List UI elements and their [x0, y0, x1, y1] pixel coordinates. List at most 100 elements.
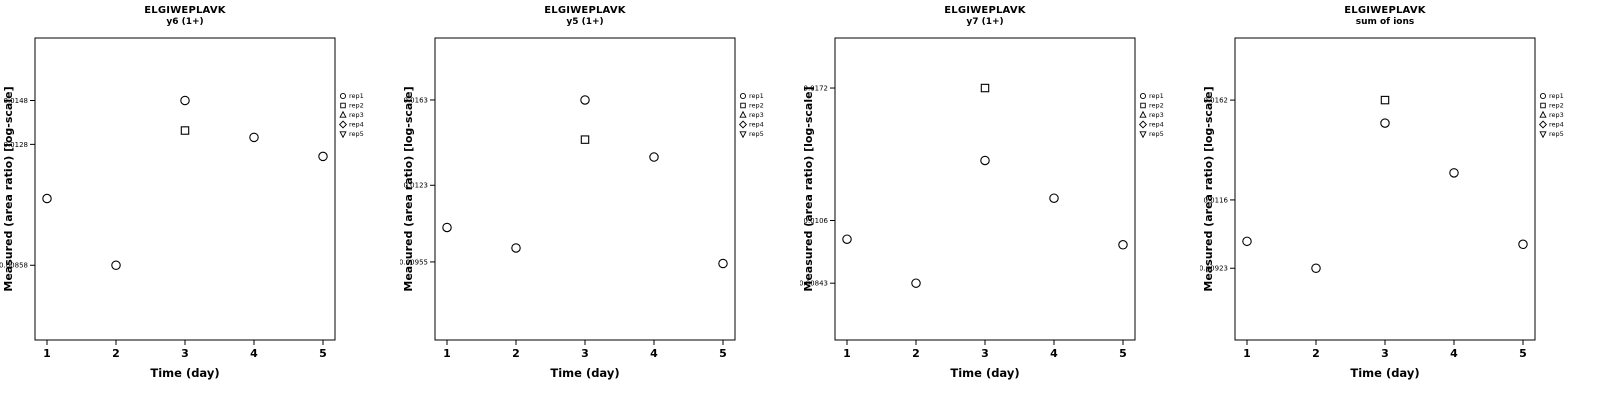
- data-point-rep2: [980, 83, 990, 93]
- legend-symbol-rep2: [340, 102, 346, 109]
- data-point-rep1: [511, 243, 521, 253]
- data-point-rep1: [249, 132, 259, 143]
- x-tick-label: 2: [512, 347, 520, 360]
- data-point-rep1: [180, 95, 190, 106]
- x-axis-label: Time (day): [150, 366, 220, 380]
- legend-label: rep4: [1149, 121, 1164, 129]
- plot-box: [1234, 37, 1536, 341]
- legend-symbol-rep4: [1538, 120, 1548, 129]
- legend-symbol-rep1: [1539, 92, 1547, 100]
- y-axis: 0.00955 0.0123 0.0163: [400, 96, 435, 266]
- y-tick-label: 0.0148: [4, 97, 29, 105]
- x-tick-label: 1: [43, 347, 51, 360]
- panel-title: ELGIWEPLAVK: [144, 5, 226, 16]
- legend-label: rep3: [1149, 111, 1164, 119]
- data-point-rep1: [1380, 118, 1390, 128]
- x-tick-label: 4: [650, 347, 658, 360]
- x-tick-label: 3: [1381, 347, 1389, 360]
- x-tick-label: 5: [1119, 347, 1127, 360]
- data-point-rep1: [911, 278, 921, 288]
- x-tick-label: 2: [912, 347, 920, 360]
- panel-title: ELGIWEPLAVK: [544, 5, 626, 16]
- y-tick-label: 0.0128: [4, 141, 29, 149]
- legend-label: rep5: [749, 130, 764, 138]
- data-point-rep1: [1049, 193, 1059, 203]
- plot-box: [434, 37, 736, 341]
- data-point-rep2: [180, 126, 190, 135]
- panel-y5: ELGIWEPLAVK y5 (1+) Measured (area ratio…: [400, 0, 800, 400]
- series-rep2: [180, 126, 190, 135]
- data-point-rep1: [1449, 168, 1459, 178]
- x-tick-label: 4: [1050, 347, 1058, 360]
- y-tick-label: 0.00923: [1200, 265, 1228, 273]
- plot-box: [34, 37, 336, 341]
- x-tick-label: 4: [1450, 347, 1458, 360]
- y-tick-label: 0.0172: [804, 84, 829, 92]
- legend-label: rep5: [1149, 130, 1164, 138]
- legend-symbol-rep1: [739, 92, 747, 100]
- data-point-rep1: [1518, 239, 1528, 250]
- legend-symbol-rep5: [1539, 131, 1547, 139]
- x-axis: 1 2 3 4 5: [443, 340, 727, 360]
- data-point-rep1: [111, 260, 121, 271]
- legend-symbol-rep3: [339, 110, 347, 118]
- legend-symbol-rep2: [1140, 102, 1146, 109]
- panel-subtitle: sum of ions: [1355, 17, 1415, 27]
- y-tick-label: 0.00858: [0, 262, 28, 270]
- legend-symbol-rep5: [1139, 131, 1147, 139]
- series-rep2: [580, 135, 590, 144]
- legend-label: rep1: [1549, 92, 1564, 100]
- x-tick-label: 3: [981, 347, 989, 360]
- data-point-rep1: [980, 155, 990, 166]
- data-point-rep1: [842, 234, 852, 244]
- data-point-rep1: [442, 222, 452, 233]
- legend-label: rep3: [1549, 111, 1564, 119]
- panel-y7: ELGIWEPLAVK y7 (1+) Measured (area ratio…: [800, 0, 1200, 400]
- legend-symbol-rep3: [1139, 110, 1147, 118]
- x-axis: 1 2 3 4 5: [43, 340, 327, 360]
- legend-label: rep4: [1549, 121, 1564, 129]
- x-axis-label: Time (day): [950, 366, 1020, 380]
- y-tick-label: 0.0106: [804, 217, 829, 225]
- legend-label: rep2: [349, 102, 364, 110]
- panel-subtitle: y7 (1+): [966, 17, 1004, 27]
- legend-symbol-rep3: [739, 110, 747, 118]
- x-tick-label: 4: [250, 347, 258, 360]
- series-rep1: [1242, 118, 1528, 273]
- data-point-rep1: [649, 152, 659, 162]
- data-point-rep1: [42, 193, 52, 204]
- x-tick-label: 5: [319, 347, 327, 360]
- y-tick-label: 0.00955: [400, 258, 428, 266]
- legend-label: rep2: [1549, 102, 1564, 110]
- data-point-rep2: [580, 135, 590, 144]
- series-rep2: [1380, 95, 1390, 105]
- y-axis: 0.00858 0.0128 0.0148: [0, 97, 35, 270]
- y-tick-label: 0.0163: [404, 96, 429, 104]
- legend-label: rep1: [349, 92, 364, 100]
- data-point-rep1: [1242, 236, 1252, 247]
- data-point-rep1: [1311, 263, 1321, 273]
- x-tick-label: 3: [581, 347, 589, 360]
- legend-label: rep5: [1549, 130, 1564, 138]
- legend-symbol-rep2: [1540, 102, 1546, 109]
- panel-sum-of-ions: ELGIWEPLAVK sum of ions Measured (area r…: [1200, 0, 1600, 400]
- legend-label: rep1: [749, 92, 764, 100]
- legend-label: rep1: [1149, 92, 1164, 100]
- legend-label: rep3: [349, 111, 364, 119]
- x-axis-label: Time (day): [1350, 366, 1420, 380]
- x-axis: 1 2 3 4 5: [843, 340, 1127, 360]
- series-rep2: [980, 83, 990, 93]
- legend-symbol-rep3: [1539, 110, 1547, 118]
- y-tick-label: 0.0123: [404, 182, 429, 190]
- plot-box: [834, 37, 1136, 341]
- panel-subtitle: y5 (1+): [566, 17, 604, 27]
- series-rep1: [842, 155, 1128, 288]
- data-point-rep2: [1380, 95, 1390, 105]
- y-tick-label: 0.0116: [1204, 196, 1229, 204]
